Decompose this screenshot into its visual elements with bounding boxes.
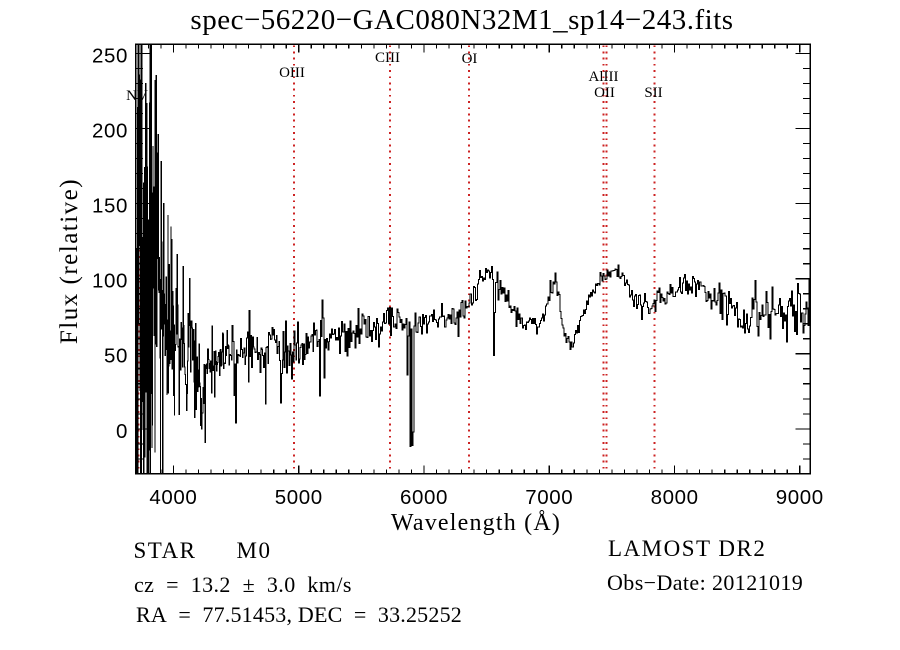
svg-text:RA = 77.51453, DEC = 33.25: RA = 77.51453, DEC = 33.25252 [136, 602, 462, 627]
svg-text:LAMOST DR2: LAMOST DR2 [608, 536, 766, 561]
svg-text:spec−56220−GAC080N32M1_sp14−24: spec−56220−GAC080N32M1_sp14−243.fits [190, 4, 733, 36]
svg-text:100: 100 [92, 270, 128, 293]
svg-text:cz = 13.2 ± 3.0 km/s: cz = 13.2 ± 3.0 km/s [134, 572, 352, 597]
svg-text:AlIII: AlIII [589, 69, 619, 85]
svg-text:OI: OI [462, 51, 478, 67]
svg-text:7000: 7000 [525, 486, 573, 509]
svg-text:0: 0 [116, 420, 128, 443]
svg-text:50: 50 [104, 345, 128, 368]
svg-text:6000: 6000 [400, 486, 448, 509]
svg-text:5000: 5000 [275, 486, 323, 509]
svg-text:250: 250 [92, 44, 128, 67]
svg-text:NV: NV [126, 88, 148, 104]
svg-text:SII: SII [644, 85, 662, 101]
svg-text:9000: 9000 [776, 486, 824, 509]
svg-text:Obs−Date: 20121019: Obs−Date: 20121019 [607, 570, 803, 595]
svg-text:150: 150 [92, 195, 128, 218]
svg-text:M0: M0 [237, 538, 272, 563]
svg-text:Flux (relative): Flux (relative) [56, 178, 83, 344]
svg-text:OIII: OIII [279, 65, 305, 81]
svg-text:STAR: STAR [134, 538, 197, 563]
svg-text:8000: 8000 [651, 486, 699, 509]
svg-text:CIII: CIII [375, 50, 400, 66]
svg-text:OII: OII [594, 85, 615, 101]
svg-text:200: 200 [92, 119, 128, 142]
svg-text:Wavelength (Å): Wavelength (Å) [391, 510, 561, 536]
svg-text:4000: 4000 [149, 486, 197, 509]
